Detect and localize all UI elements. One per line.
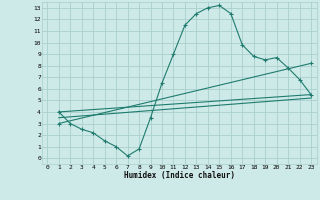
X-axis label: Humidex (Indice chaleur): Humidex (Indice chaleur) [124, 171, 235, 180]
